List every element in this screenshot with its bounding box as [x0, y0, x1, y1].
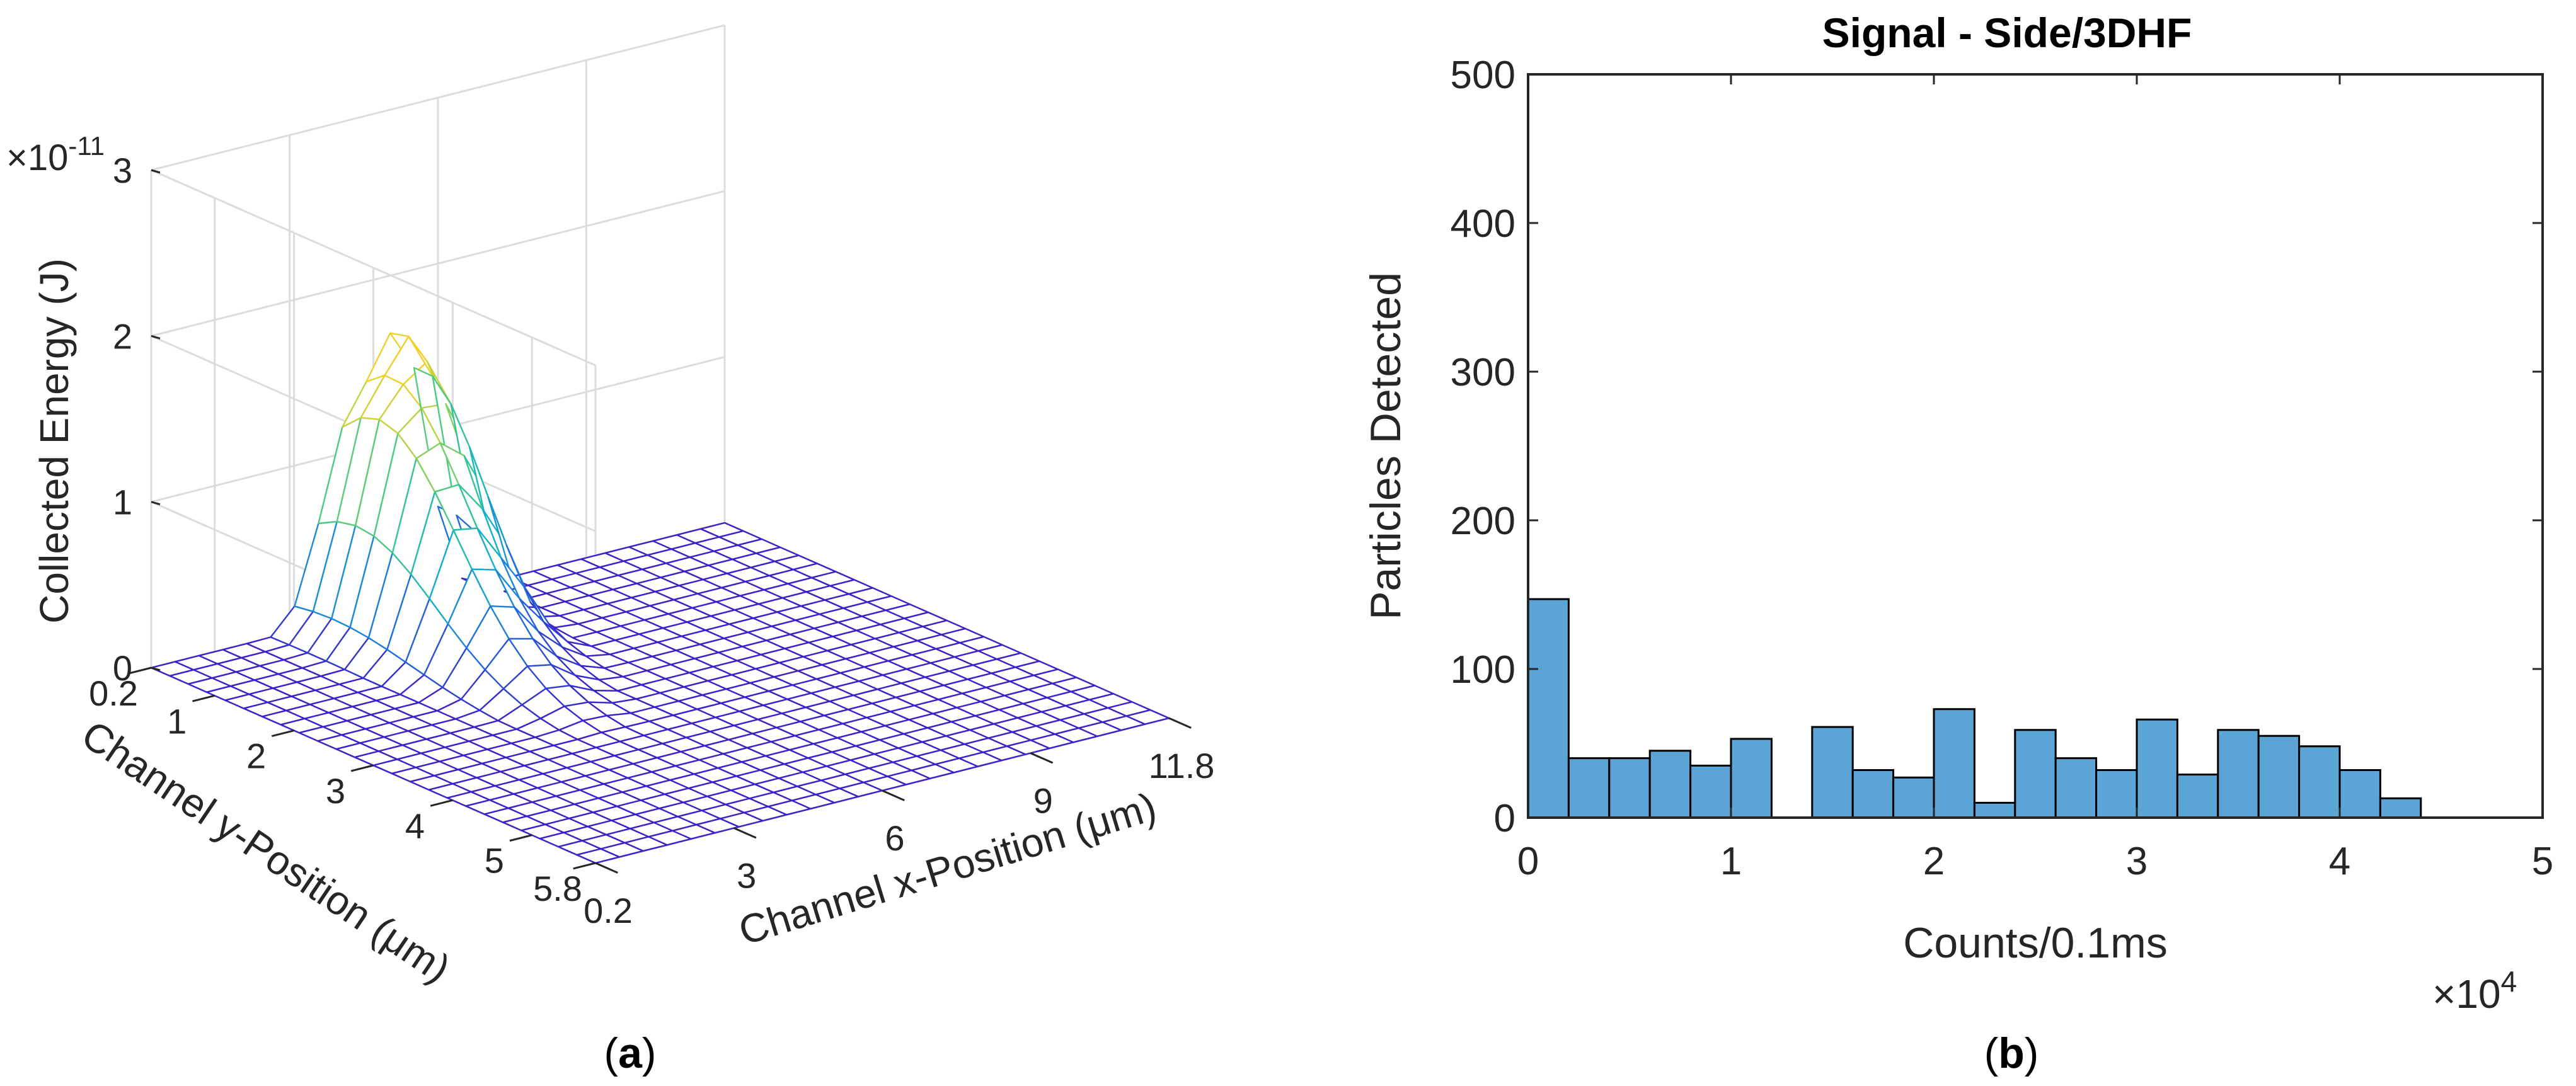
x-tick-mark — [1168, 717, 1192, 729]
y-tick-mark — [192, 694, 216, 702]
z-tick-label: 0 — [113, 648, 132, 688]
histogram-bars — [1527, 598, 2422, 819]
side-wall-gridline — [151, 169, 596, 367]
x-tick-label: 9 — [1033, 781, 1053, 821]
histogram-bar — [2338, 769, 2381, 819]
y-tick-label: 500 — [1451, 54, 1515, 97]
y-tick-label: 3 — [326, 771, 345, 811]
x-tick-label: 5 — [2532, 840, 2553, 883]
histogram-bar — [2014, 729, 2057, 819]
x-tick-label: 0 — [1517, 840, 1539, 883]
x-tick-mark — [595, 862, 618, 874]
y-tick-mark — [430, 799, 453, 807]
histogram-bar — [2217, 729, 2260, 819]
histogram-bar — [1567, 757, 1611, 819]
surface-z-axis-label: Collected Energy (J) — [32, 258, 77, 624]
histogram-bar — [1851, 769, 1895, 819]
histogram-y-axis-label: Particles Detected — [1362, 272, 1410, 620]
x-tick-label: 2 — [1923, 840, 1945, 883]
surface-z-exponent: ×10-11 — [6, 131, 105, 178]
histogram-panel: Signal - Side/3DHF 0 1 2 3 4 5 0 100 200 300 400 50… — [1362, 9, 2553, 1077]
back-wall-gridline — [151, 24, 725, 171]
x-tick-label: 6 — [885, 818, 904, 858]
y-tick-label: 1 — [167, 701, 187, 741]
histogram-bar — [1608, 757, 1651, 819]
y-tick-label: 300 — [1451, 351, 1515, 394]
y-tick-label: 100 — [1451, 648, 1515, 692]
x-tick-mark — [882, 789, 905, 801]
histogram-ticks: 0 1 2 3 4 5 0 100 200 300 400 500 — [1451, 54, 2554, 883]
z-tick-mark — [151, 334, 161, 340]
histogram-x-exponent: ×104 — [2432, 965, 2517, 1017]
histogram-bar — [1689, 764, 1732, 819]
y-tick-mark — [129, 666, 152, 675]
histogram-bar — [2176, 774, 2219, 819]
histogram-bar — [1648, 750, 1692, 819]
x-tick-label: 3 — [737, 855, 756, 895]
histogram-axes-frame — [1527, 73, 2544, 819]
y-tick-mark — [509, 834, 532, 842]
z-tick-label: 3 — [113, 151, 132, 190]
y-tick-label: 400 — [1451, 202, 1515, 246]
z-tick-mark — [151, 169, 161, 174]
y-tick-label: 4 — [405, 806, 425, 845]
histogram-x-axis-label: Counts/0.1ms — [1903, 919, 2168, 967]
y-tick-label: 5.8 — [533, 869, 582, 908]
surface-mesh — [150, 332, 1170, 864]
histogram-bar — [1811, 726, 1854, 819]
histogram-bar — [1973, 801, 2016, 819]
x-tick-label: 3 — [2126, 840, 2148, 883]
histogram-bar — [2095, 769, 2138, 819]
caption-b: (b) — [1984, 1029, 2039, 1077]
y-tick-label: 2 — [246, 736, 266, 776]
histogram-bar — [2136, 718, 2178, 819]
histogram-title: Signal - Side/3DHF — [1822, 9, 2192, 56]
x-tick-label: 1 — [1720, 840, 1742, 883]
y-tick-label: 5 — [485, 841, 504, 881]
histogram-bar — [2379, 797, 2422, 819]
y-tick-mark — [350, 764, 374, 772]
histogram-bar — [1892, 776, 1935, 819]
back-wall-gridline — [151, 190, 725, 337]
y-tick-label: 0.2 — [89, 673, 138, 713]
y-tick-label: 0 — [1494, 797, 1515, 840]
x-tick-mark — [733, 827, 757, 839]
y-tick-label: 200 — [1451, 500, 1515, 543]
x-tick-label: 4 — [2329, 840, 2350, 883]
histogram-bar — [2298, 745, 2341, 819]
caption-a: (a) — [604, 1029, 656, 1077]
z-tick-label: 2 — [113, 316, 132, 356]
z-tick-mark — [151, 666, 161, 672]
x-tick-label: 11.8 — [1149, 746, 1215, 786]
histogram-bar — [2054, 757, 2098, 819]
surface-cell — [1125, 709, 1170, 725]
y-tick-mark — [271, 729, 294, 738]
histogram-bar — [1933, 708, 1975, 819]
histogram-bar — [1730, 738, 1773, 819]
y-tick-mark — [573, 862, 596, 870]
x-tick-mark — [1030, 752, 1054, 764]
histogram-bar — [1527, 598, 1570, 819]
histogram-bar — [2257, 734, 2301, 819]
z-tick-label: 1 — [113, 483, 132, 522]
z-tick-mark — [151, 501, 161, 506]
x-tick-label: 0.2 — [584, 891, 633, 930]
